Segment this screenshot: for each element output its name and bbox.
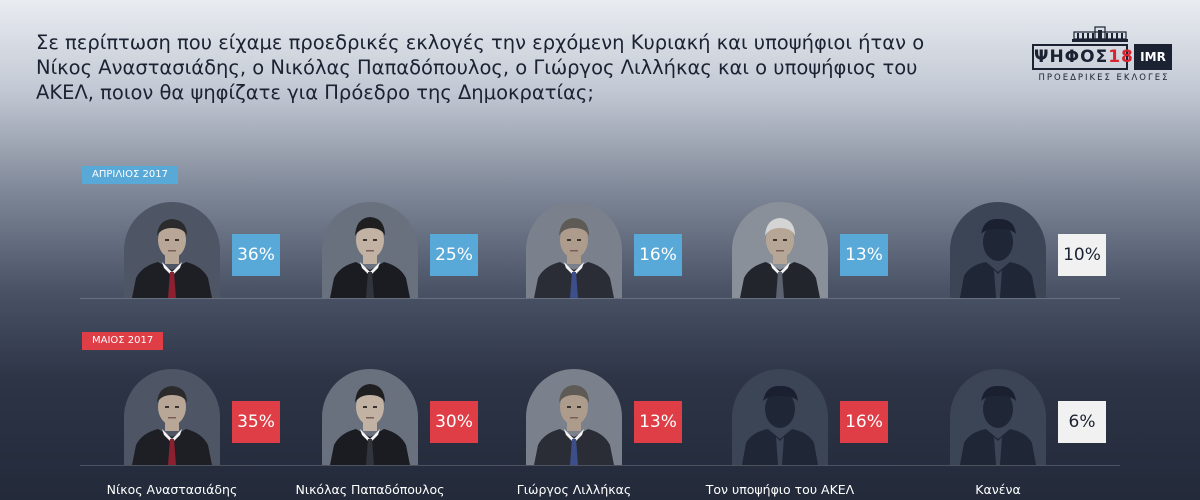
logo-wordmark: ΨΗΦΟΣ18 <box>1032 44 1133 70</box>
candidate-name: Κανένα <box>975 482 1021 497</box>
anastasiades-photo <box>124 369 220 465</box>
silhouette-icon <box>950 369 1046 465</box>
candidate-entry: 35% <box>124 365 304 465</box>
percentage-value: 25% <box>430 234 478 276</box>
candidate-entry: 13% <box>732 198 912 298</box>
percentage-value: 13% <box>840 234 888 276</box>
psifos18-logo: ΨΗΦΟΣ18 IMR ΠΡΟΕΔΡΙΚΕΣ ΕΚΛΟΓΕΣ <box>1022 26 1182 83</box>
candidate-name: Γιώργος Λιλλήκας <box>516 482 632 497</box>
candidate-entry: 6% <box>950 365 1130 465</box>
percentage-value: 35% <box>232 401 280 443</box>
percentage-value: 6% <box>1058 401 1106 443</box>
candidate-entry: 16% <box>732 365 912 465</box>
silhouette-icon <box>950 202 1046 298</box>
candidate-entry: 30% <box>322 365 502 465</box>
april-row-divider <box>80 298 1120 299</box>
papadopoulos-photo <box>322 202 418 298</box>
lillikas-photo <box>526 202 622 298</box>
silhouette-icon <box>732 369 828 465</box>
parliament-icon <box>1072 26 1128 42</box>
percentage-value: 36% <box>232 234 280 276</box>
candidate-entry: 36% <box>124 198 304 298</box>
lillikas-photo <box>526 369 622 465</box>
candidate-entry: 16% <box>526 198 706 298</box>
percentage-value: 16% <box>840 401 888 443</box>
candidate-entry: 10% <box>950 198 1130 298</box>
percentage-value: 13% <box>634 401 682 443</box>
may-2017-label: ΜΑΙΟΣ 2017 <box>82 332 164 350</box>
candidate-name: Τον υποψήφιο του ΑΚΕΛ <box>705 482 855 497</box>
percentage-value: 10% <box>1058 234 1106 276</box>
anastasiades-photo <box>124 202 220 298</box>
question-text: Σε περίπτωση που είχαμε προεδρικές εκλογ… <box>36 31 925 104</box>
percentage-value: 16% <box>634 234 682 276</box>
candidate-entry: 25% <box>322 198 502 298</box>
april-2017-label: ΑΠΡΙΛΙΟΣ 2017 <box>82 166 178 184</box>
candidate-name: Νίκος Αναστασιάδης <box>106 482 238 497</box>
logo-subtitle: ΠΡΟΕΔΡΙΚΕΣ ΕΚΛΟΓΕΣ <box>1038 73 1170 83</box>
logo-year: 18 <box>1108 47 1134 67</box>
imr-badge: IMR <box>1134 44 1172 70</box>
logo-word: ΨΗΦΟΣ <box>1034 47 1109 67</box>
candidate-entry: 13% <box>526 365 706 465</box>
may-row-divider <box>80 465 1120 466</box>
candidate-name: Νικόλας Παπαδόπουλος <box>295 482 445 497</box>
percentage-value: 30% <box>430 401 478 443</box>
stefanou-photo <box>732 202 828 298</box>
papadopoulos-photo <box>322 369 418 465</box>
